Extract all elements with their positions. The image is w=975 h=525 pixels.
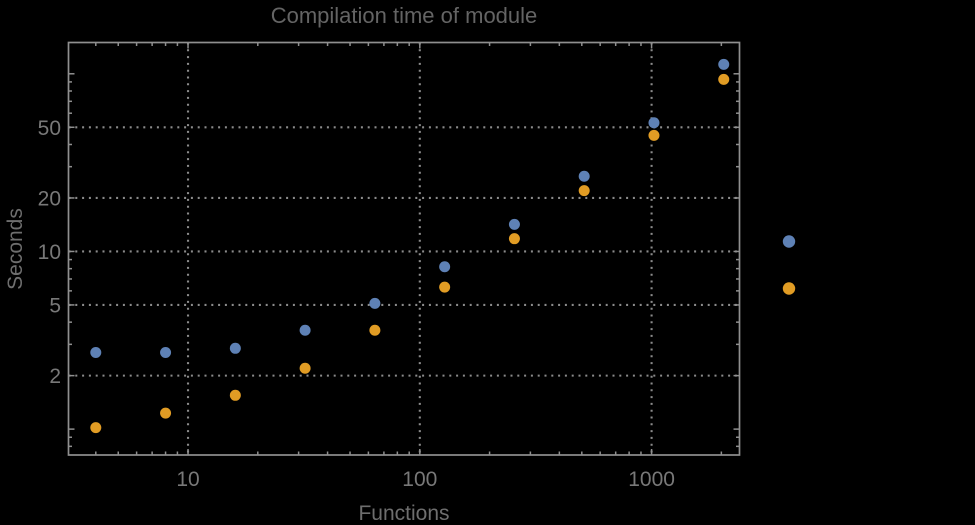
y-tick-label: 50 bbox=[38, 117, 61, 140]
legend-marker bbox=[782, 282, 796, 295]
y-tick-label: 2 bbox=[49, 365, 61, 388]
data-point bbox=[718, 73, 730, 85]
tick-labels: 10 100 1000 2 5 10 20 50 bbox=[38, 117, 675, 491]
data-point bbox=[508, 233, 520, 245]
data-point bbox=[160, 407, 172, 419]
data-points bbox=[90, 58, 730, 434]
data-point bbox=[439, 261, 451, 273]
data-point bbox=[578, 185, 590, 197]
y-tick-label: 5 bbox=[49, 294, 61, 317]
data-point bbox=[718, 58, 730, 70]
chart-title: Compilation time of module bbox=[271, 3, 538, 28]
data-point bbox=[299, 362, 311, 374]
data-point bbox=[299, 324, 311, 336]
legend bbox=[782, 235, 796, 295]
data-point bbox=[229, 389, 241, 401]
data-point bbox=[369, 324, 381, 336]
data-point bbox=[648, 129, 660, 141]
data-point bbox=[229, 342, 241, 354]
data-point bbox=[90, 422, 102, 434]
x-tick-label: 1000 bbox=[628, 468, 675, 491]
gridlines bbox=[68, 42, 740, 455]
legend-marker bbox=[782, 235, 796, 248]
data-point bbox=[160, 346, 172, 358]
x-tick-label: 10 bbox=[176, 468, 199, 491]
data-point bbox=[90, 346, 102, 358]
y-tick-label: 10 bbox=[38, 241, 61, 264]
y-axis-label: Seconds bbox=[4, 208, 27, 290]
axis-ticks bbox=[68, 42, 740, 455]
series-blue bbox=[90, 58, 730, 358]
y-tick-label: 20 bbox=[38, 187, 61, 210]
series-orange bbox=[90, 73, 730, 434]
x-axis-label: Functions bbox=[358, 502, 449, 525]
data-point bbox=[648, 117, 660, 129]
data-point bbox=[508, 218, 520, 230]
data-point bbox=[578, 170, 590, 182]
plot-frame bbox=[67, 41, 741, 456]
data-point bbox=[439, 281, 451, 293]
x-tick-label: 100 bbox=[402, 468, 437, 491]
data-point bbox=[369, 297, 381, 309]
